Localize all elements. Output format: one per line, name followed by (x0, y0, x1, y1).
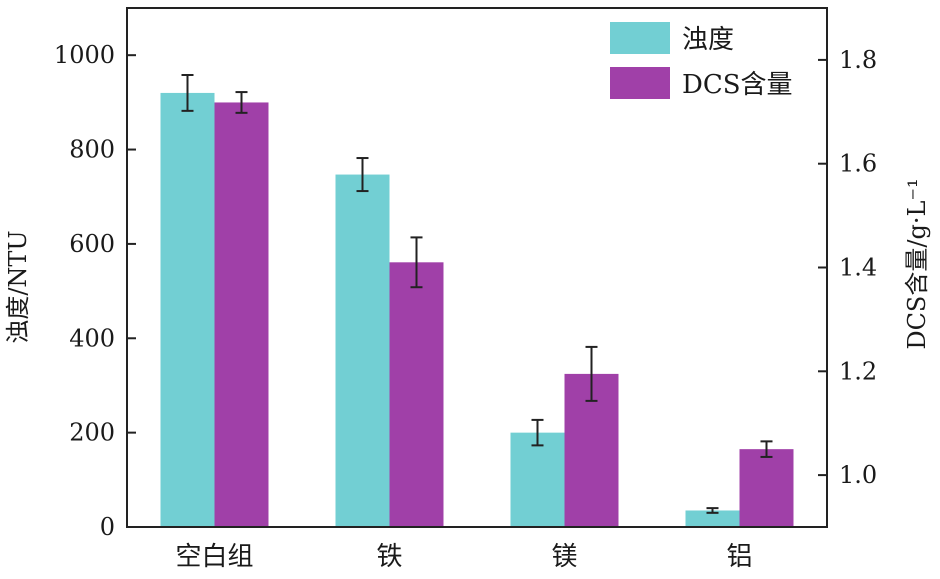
bar-turbidity (685, 510, 740, 527)
bar-turbidity (510, 432, 565, 527)
left-tick-label: 200 (69, 419, 115, 447)
right-axis-title: DCS含量/g·L⁻¹ (903, 178, 931, 349)
legend-label-dcs: DCS含量 (682, 70, 793, 100)
right-tick-label: 1.8 (839, 46, 877, 74)
right-tick-label: 1.4 (839, 254, 877, 282)
left-tick-label: 400 (69, 324, 115, 352)
category-label: 铁 (376, 542, 402, 572)
bar-turbidity (335, 174, 390, 527)
bar-dcs (214, 102, 269, 527)
left-tick-label: 0 (100, 513, 115, 541)
right-y-axis: 1.0 1.2 1.4 1.6 1.8 (818, 46, 877, 489)
left-y-axis: 0 200 400 600 800 1000 (54, 41, 136, 541)
right-tick-label: 1.2 (839, 357, 877, 385)
legend-label-turbidity: 浊度 (682, 25, 734, 55)
legend-swatch-dcs (610, 67, 670, 99)
right-tick-label: 1.0 (839, 461, 877, 489)
left-axis-title: 浊度/NTU (4, 230, 32, 343)
x-axis: 空白组 铁 镁 铝 (175, 542, 752, 572)
left-tick-label: 1000 (54, 41, 115, 69)
error-bars-layer (181, 73, 773, 514)
left-tick-label: 600 (69, 230, 115, 258)
bar-dcs (389, 262, 444, 527)
left-tick-label: 800 (69, 136, 115, 164)
legend-swatch-turbidity (610, 22, 670, 54)
legend: 浊度 DCS含量 (610, 22, 793, 100)
bars-layer (160, 92, 794, 527)
right-tick-label: 1.6 (839, 150, 877, 178)
bar-turbidity (160, 92, 215, 527)
bar-dcs (739, 449, 794, 527)
category-label: 镁 (551, 542, 577, 572)
category-label: 铝 (726, 542, 752, 572)
category-label: 空白组 (175, 542, 253, 572)
